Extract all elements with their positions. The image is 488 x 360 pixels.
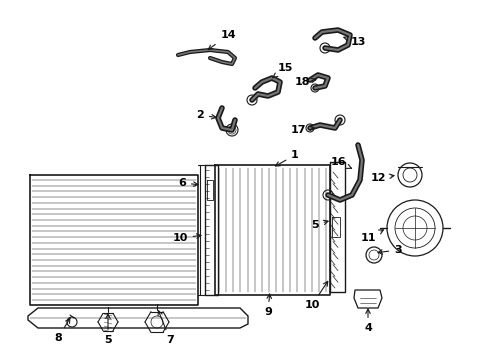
Text: 2: 2 <box>196 110 216 120</box>
Text: 11: 11 <box>360 230 383 243</box>
Text: 16: 16 <box>329 157 351 168</box>
Text: 3: 3 <box>377 245 401 255</box>
Text: 13: 13 <box>343 37 365 47</box>
Text: 8: 8 <box>54 319 70 343</box>
Text: 12: 12 <box>369 173 393 183</box>
Text: 5: 5 <box>104 314 112 345</box>
Text: 6: 6 <box>178 178 198 188</box>
Text: 18: 18 <box>294 77 315 87</box>
Text: 7: 7 <box>158 311 174 345</box>
Text: 4: 4 <box>364 309 371 333</box>
Text: 1: 1 <box>275 150 298 166</box>
Text: 9: 9 <box>264 294 271 317</box>
Text: 14: 14 <box>208 30 235 50</box>
Text: 5: 5 <box>310 220 327 230</box>
Text: 10: 10 <box>304 282 327 310</box>
Text: 10: 10 <box>172 233 201 243</box>
Text: 15: 15 <box>272 63 292 78</box>
Text: 17: 17 <box>290 125 313 135</box>
